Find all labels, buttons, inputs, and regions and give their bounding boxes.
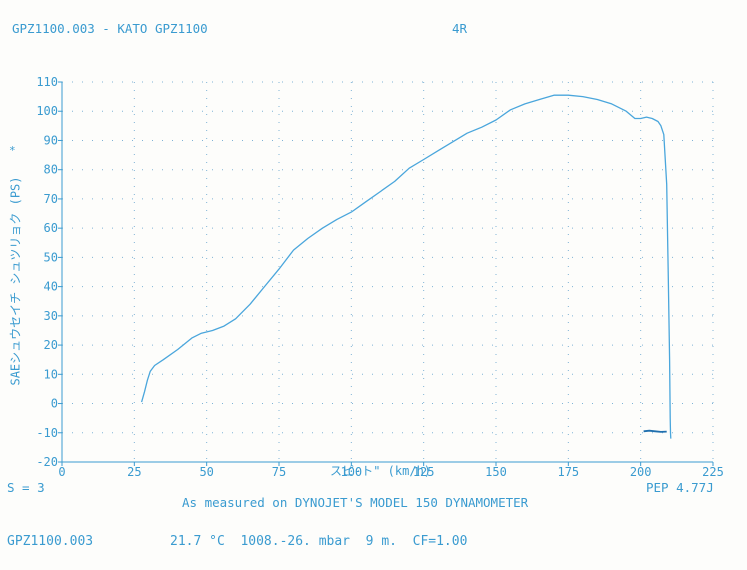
x-tick-label: 125 (413, 465, 435, 479)
y-tick-label: 60 (44, 221, 58, 235)
chart-axes (58, 81, 714, 466)
footer-conditions: 21.7 °C 1008.-26. mbar 9 m. CF=1.00 (170, 534, 468, 549)
y-tick-label: 40 (44, 280, 58, 294)
x-tick-label: 50 (199, 465, 213, 479)
y-tick-label: 90 (44, 133, 58, 147)
y-tick-label: 100 (36, 104, 58, 118)
x-tick-label: 75 (272, 465, 286, 479)
y-tick-label: 50 (44, 250, 58, 264)
x-tick-label: 25 (127, 465, 141, 479)
series-line-2 (643, 429, 667, 433)
x-tick-label: 100 (340, 465, 362, 479)
x-axis-label: スピ-ト" (km/h) (330, 464, 432, 478)
x-tick-label: 150 (485, 465, 507, 479)
y-tick-label: 0 (51, 397, 58, 411)
chart-grid (62, 81, 714, 462)
measured-on-label: As measured on DYNOJET'S MODEL 150 DYNAM… (182, 495, 529, 510)
x-tick-label: 200 (630, 465, 652, 479)
header-title: GPZ1100.003 - KATO GPZ1100 (12, 21, 208, 36)
x-tick-labels: 0 25 50 75 100 125 150 175 200 225 (58, 465, 723, 479)
y-tick-label: 110 (36, 75, 58, 89)
header-run-label: 4R (452, 21, 468, 36)
x-tick-label: 0 (58, 465, 65, 479)
series-line-1 (140, 94, 672, 439)
y-tick-label: 80 (44, 163, 58, 177)
x-tick-label: 175 (557, 465, 579, 479)
footer-file-name: GPZ1100.003 (7, 534, 94, 549)
chart-series (140, 94, 672, 439)
y-tick-label: 70 (44, 192, 58, 206)
y-tick-label: 30 (44, 309, 58, 323)
x-tick-label: 225 (702, 465, 724, 479)
y-tick-label: 10 (44, 367, 58, 381)
y-axis-series-marker: * (9, 144, 16, 157)
y-tick-label: -10 (36, 426, 58, 440)
smoothing-label: S = 3 (7, 480, 45, 495)
y-tick-label: -20 (36, 455, 58, 469)
y-axis-label: SAEシュウセイチ シュツリョク (PS) (8, 176, 23, 386)
y-tick-label: 20 (44, 338, 58, 352)
y-axis-label-wrapper: SAEシュウセイチ シュツリョク (PS) (2, 156, 28, 406)
peak-label: PEP 4.77J (646, 480, 714, 495)
